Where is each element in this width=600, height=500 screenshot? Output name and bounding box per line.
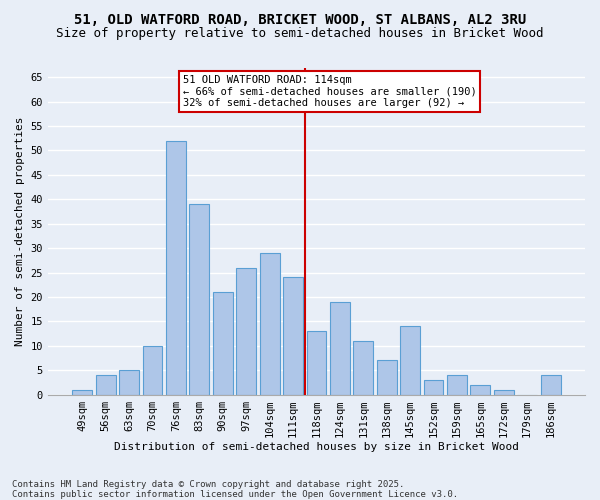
Bar xyxy=(96,375,116,394)
Bar xyxy=(143,346,163,395)
X-axis label: Distribution of semi-detached houses by size in Bricket Wood: Distribution of semi-detached houses by … xyxy=(114,442,519,452)
Bar xyxy=(307,331,326,394)
Bar xyxy=(424,380,443,394)
Bar xyxy=(470,385,490,394)
Bar xyxy=(190,204,209,394)
Bar xyxy=(494,390,514,394)
Text: 51 OLD WATFORD ROAD: 114sqm
← 66% of semi-detached houses are smaller (190)
32% : 51 OLD WATFORD ROAD: 114sqm ← 66% of sem… xyxy=(183,75,477,108)
Bar xyxy=(236,268,256,394)
Bar xyxy=(400,326,420,394)
Bar xyxy=(447,375,467,394)
Bar xyxy=(353,341,373,394)
Bar xyxy=(166,140,186,394)
Bar xyxy=(330,302,350,394)
Bar xyxy=(260,253,280,394)
Y-axis label: Number of semi-detached properties: Number of semi-detached properties xyxy=(15,116,25,346)
Text: 51, OLD WATFORD ROAD, BRICKET WOOD, ST ALBANS, AL2 3RU: 51, OLD WATFORD ROAD, BRICKET WOOD, ST A… xyxy=(74,12,526,26)
Bar xyxy=(119,370,139,394)
Text: Contains HM Land Registry data © Crown copyright and database right 2025.
Contai: Contains HM Land Registry data © Crown c… xyxy=(12,480,458,499)
Bar xyxy=(73,390,92,394)
Bar xyxy=(213,292,233,394)
Bar xyxy=(377,360,397,394)
Bar xyxy=(541,375,560,394)
Text: Size of property relative to semi-detached houses in Bricket Wood: Size of property relative to semi-detach… xyxy=(56,28,544,40)
Bar xyxy=(283,278,303,394)
